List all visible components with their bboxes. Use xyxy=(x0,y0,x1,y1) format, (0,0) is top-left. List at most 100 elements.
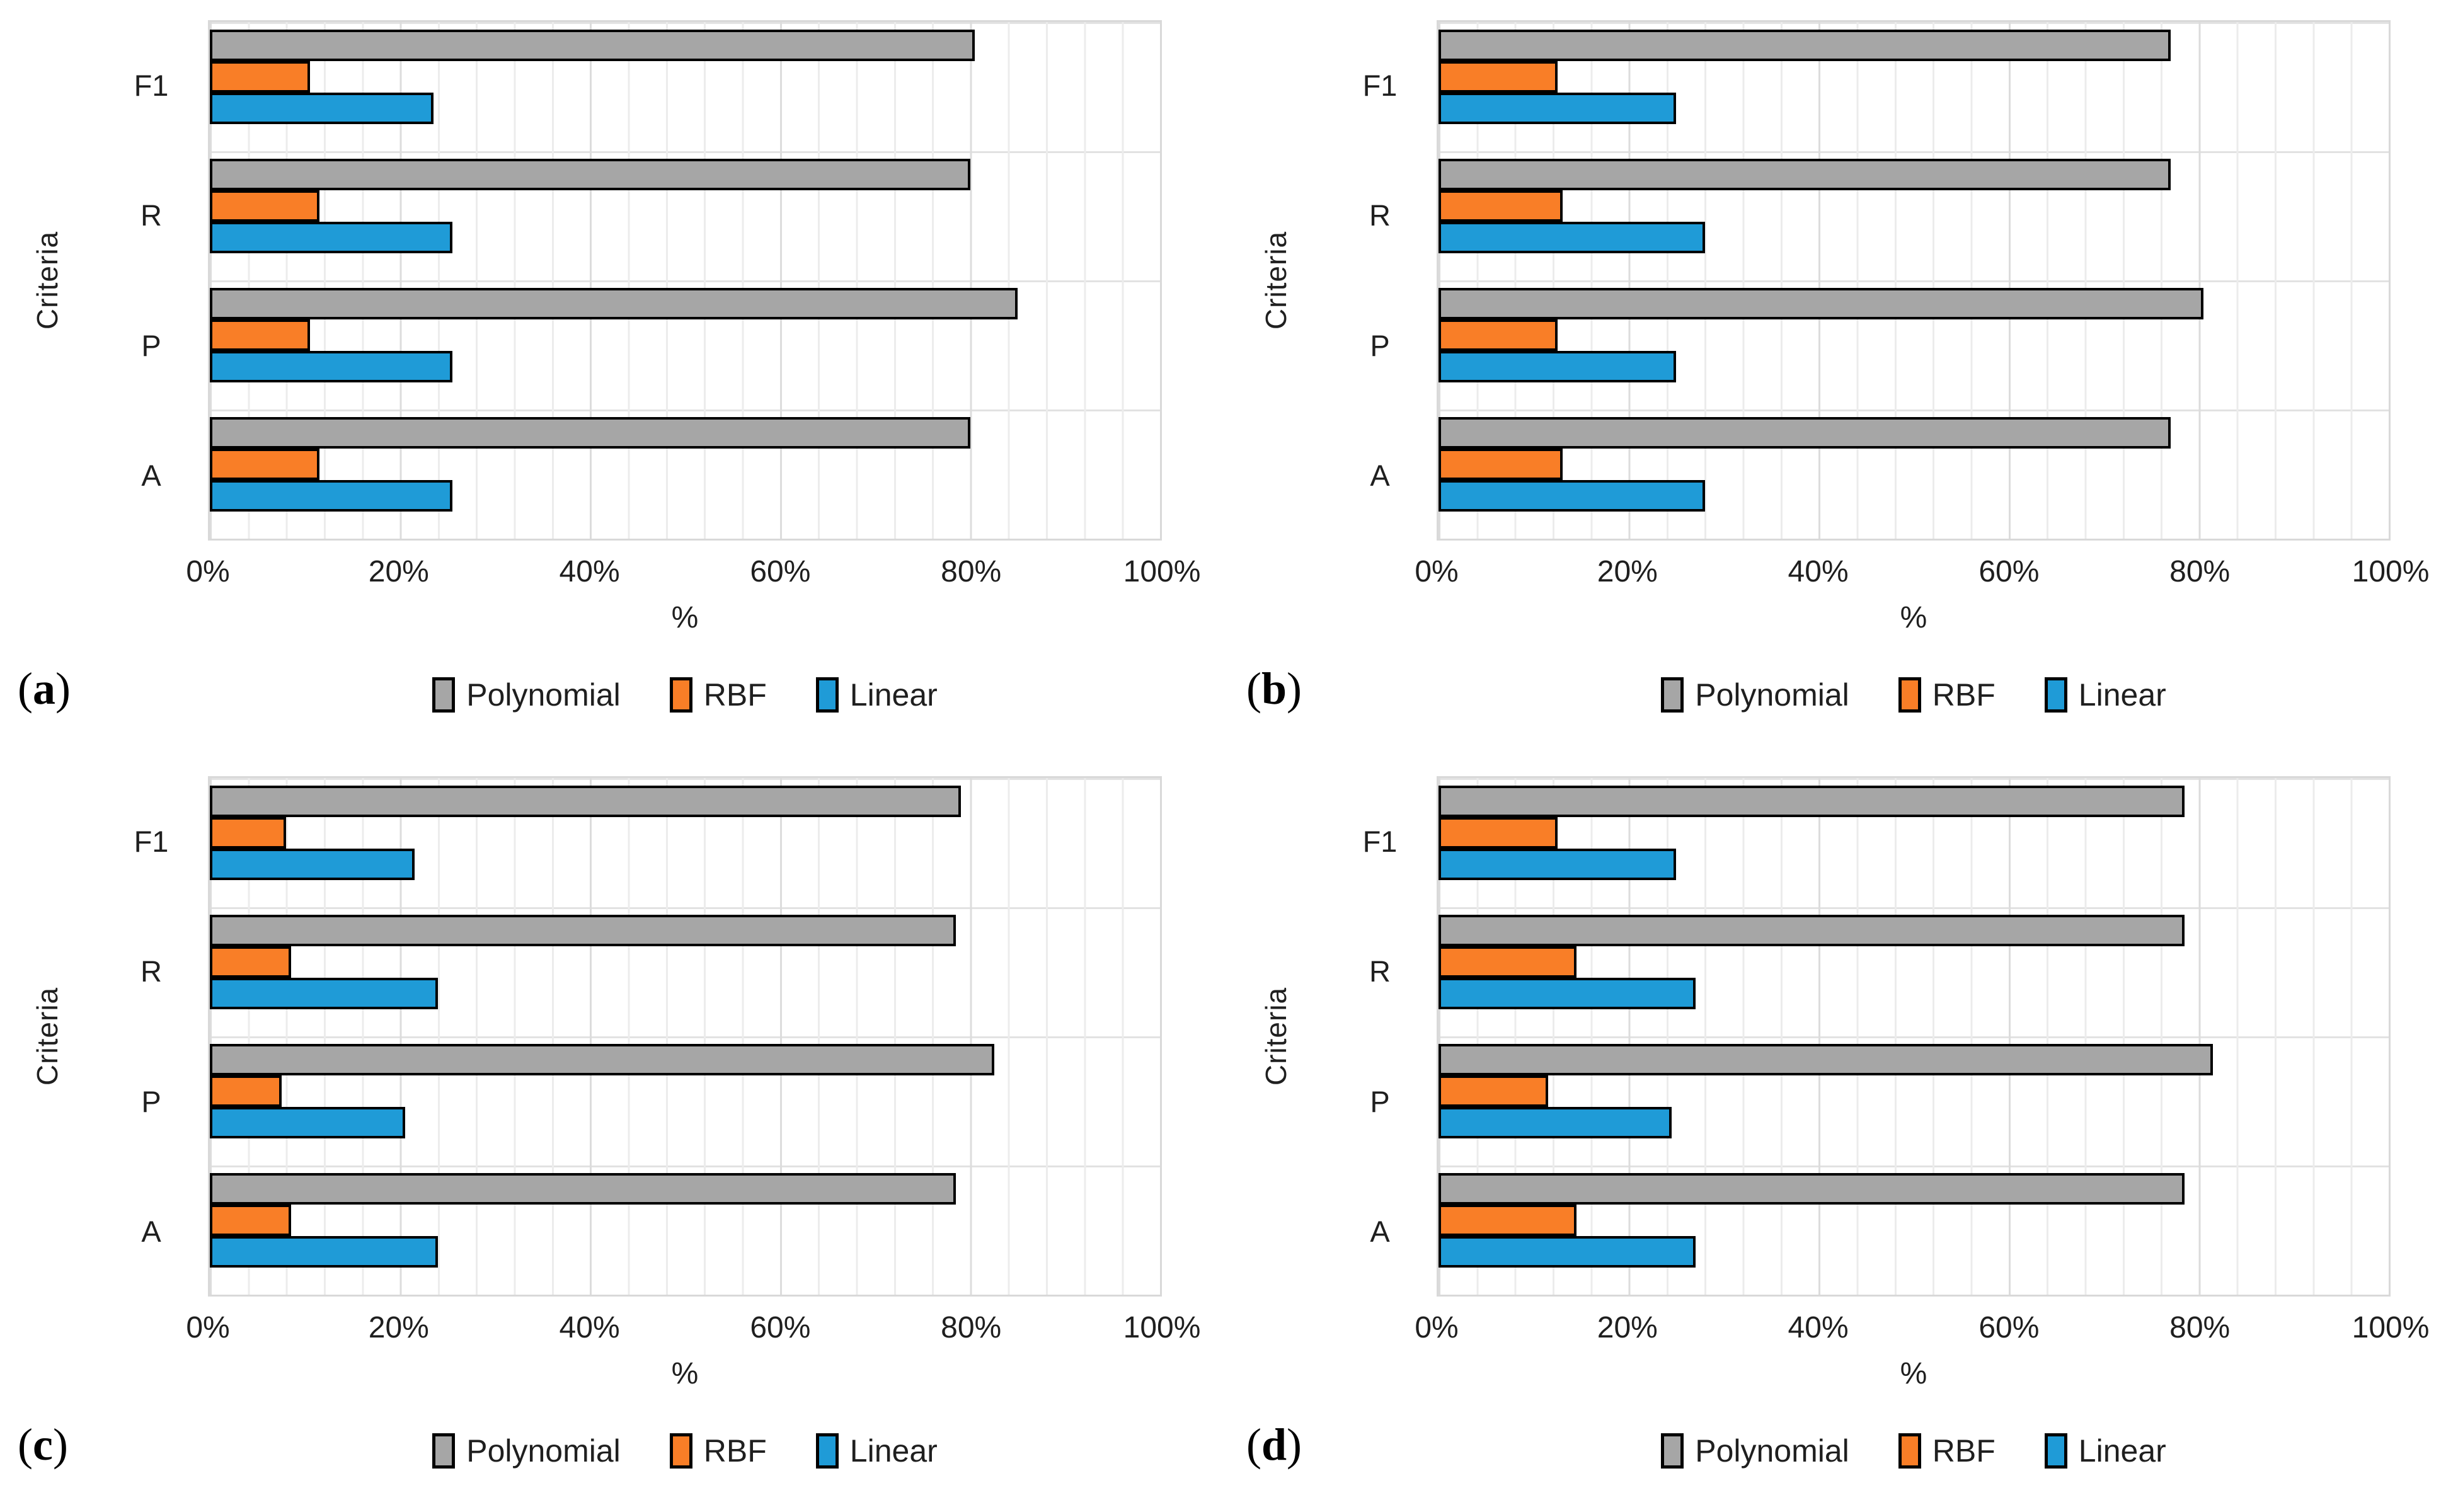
legend-swatch-icon xyxy=(815,1433,839,1469)
bar-rbf-r xyxy=(210,190,319,222)
bar-rbf-a xyxy=(1439,1205,1577,1236)
bar-polynomial-r xyxy=(210,915,956,946)
x-axis-ticks: 0% 20% 40% 60% 80% 100% xyxy=(186,541,1200,600)
legend-label: RBF xyxy=(703,1433,767,1469)
bar-groups xyxy=(1439,22,2389,539)
category-label-p: P xyxy=(1370,1084,1390,1118)
bar-linear-a xyxy=(1439,480,1705,512)
x-tick-label: 100% xyxy=(2352,555,2430,588)
panel-label: (a) xyxy=(18,663,71,714)
category-labels: F1 R P A xyxy=(1323,20,1437,541)
legend-item-linear: Linear xyxy=(815,677,938,713)
x-tick-label: 0% xyxy=(1415,1311,1459,1344)
x-axis-ticks: 0% 20% 40% 60% 80% 100% xyxy=(1415,541,2429,600)
bar-rbf-a xyxy=(210,449,319,480)
bar-group-r xyxy=(210,907,1160,1036)
x-tick-label: 20% xyxy=(368,1311,429,1344)
x-tick-label: 80% xyxy=(941,555,1002,588)
y-axis-title-wrap: Criteria xyxy=(0,20,95,541)
y-axis-title: Criteria xyxy=(31,987,64,1086)
legend-swatch-icon xyxy=(1898,677,1921,713)
bar-linear-r xyxy=(210,978,439,1009)
bar-group-a xyxy=(1439,410,2389,539)
legend-swatch-icon xyxy=(432,1433,456,1469)
category-label-p: P xyxy=(141,1084,161,1118)
bar-group-p xyxy=(210,1036,1160,1166)
legend-item-linear: Linear xyxy=(815,1433,938,1469)
x-tick-label: 40% xyxy=(1788,1311,1849,1344)
x-tick-label: 80% xyxy=(2169,555,2231,588)
legend-row: (c) Polynomial RBF Linear xyxy=(0,1416,1229,1512)
legend-item-rbf: RBF xyxy=(1898,1433,1996,1469)
legend-item-linear: Linear xyxy=(2044,677,2166,713)
x-tick-label: 0% xyxy=(1415,555,1459,588)
legend-item-linear: Linear xyxy=(2044,1433,2166,1469)
bar-polynomial-r xyxy=(210,159,970,190)
x-axis-title: % xyxy=(671,601,699,634)
bar-polynomial-f1 xyxy=(210,30,975,61)
bar-rbf-f1 xyxy=(210,61,310,93)
bar-rbf-p xyxy=(210,319,310,351)
chart-main: Criteria F1 R P A xyxy=(0,776,1229,1297)
bar-linear-a xyxy=(210,1236,439,1268)
bar-polynomial-f1 xyxy=(1439,786,2185,817)
legend-label: Polynomial xyxy=(1695,1433,1849,1469)
bar-group-p xyxy=(210,280,1160,410)
y-axis-title-wrap: Criteria xyxy=(1229,20,1323,541)
bar-rbf-r xyxy=(1439,190,1563,222)
chart-main: Criteria F1 R P A xyxy=(1229,20,2458,541)
x-tick-label: 40% xyxy=(559,555,620,588)
bar-group-p xyxy=(1439,1036,2389,1166)
bar-groups xyxy=(1439,778,2389,1295)
x-tick-label: 100% xyxy=(1123,1311,1201,1344)
bar-polynomial-a xyxy=(210,417,970,449)
x-tick-label: 60% xyxy=(750,1311,811,1344)
x-axis-ticks: 0% 20% 40% 60% 80% 100% xyxy=(1415,1297,2429,1356)
bar-linear-p xyxy=(1439,1107,1672,1138)
category-labels: F1 R P A xyxy=(95,20,208,541)
x-axis-title: % xyxy=(671,1357,699,1390)
x-tick-label: 60% xyxy=(1978,555,2040,588)
legend-label: RBF xyxy=(1932,1433,1996,1469)
y-axis-title-wrap: Criteria xyxy=(0,776,95,1297)
x-tick-label: 80% xyxy=(941,1311,1002,1344)
category-label-f1: F1 xyxy=(1362,68,1398,102)
legend-swatch-icon xyxy=(815,677,839,713)
bar-rbf-f1 xyxy=(210,817,287,849)
bar-group-f1 xyxy=(210,22,1160,151)
y-axis-title: Criteria xyxy=(31,231,64,330)
chart-block: Criteria F1 R P A 0% 20% 40% 60% 80% 100% % (d) … xyxy=(1229,756,2458,1512)
category-label-a: A xyxy=(141,459,161,493)
y-axis-title: Criteria xyxy=(1260,231,1292,330)
category-label-f1: F1 xyxy=(134,824,169,858)
bar-rbf-r xyxy=(1439,946,1577,978)
bar-linear-r xyxy=(1439,978,1696,1009)
legend-label: Linear xyxy=(849,677,938,713)
legend: Polynomial RBF Linear xyxy=(208,660,1162,730)
plot-area xyxy=(1437,776,2391,1297)
bar-rbf-p xyxy=(210,1075,282,1107)
chart-block: Criteria F1 R P A 0% 20% 40% 60% 80% 100% % (c) … xyxy=(0,756,1229,1512)
legend-swatch-icon xyxy=(669,1433,692,1469)
bar-polynomial-r xyxy=(1439,159,2171,190)
bar-polynomial-p xyxy=(1439,288,2204,319)
x-axis-title: % xyxy=(1900,1357,1927,1390)
x-tick-label: 100% xyxy=(1123,555,1201,588)
bar-group-f1 xyxy=(210,778,1160,907)
legend-swatch-icon xyxy=(2044,677,2067,713)
legend-item-polynomial: Polynomial xyxy=(432,1433,621,1469)
category-label-r: R xyxy=(1369,954,1391,988)
bar-polynomial-p xyxy=(1439,1044,2214,1075)
x-tick-label: 20% xyxy=(1597,1311,1658,1344)
bar-polynomial-a xyxy=(210,1173,956,1205)
bar-linear-f1 xyxy=(210,93,434,124)
plot-area xyxy=(208,776,1162,1297)
legend-label: Linear xyxy=(2078,1433,2166,1469)
bar-group-a xyxy=(210,1166,1160,1295)
bar-rbf-a xyxy=(210,1205,291,1236)
legend-label: Linear xyxy=(2078,677,2166,713)
x-axis-ticks: 0% 20% 40% 60% 80% 100% xyxy=(186,1297,1200,1356)
panel-label: (b) xyxy=(1246,663,1302,714)
x-tick-label: 60% xyxy=(1978,1311,2040,1344)
x-tick-label: 0% xyxy=(186,1311,230,1344)
